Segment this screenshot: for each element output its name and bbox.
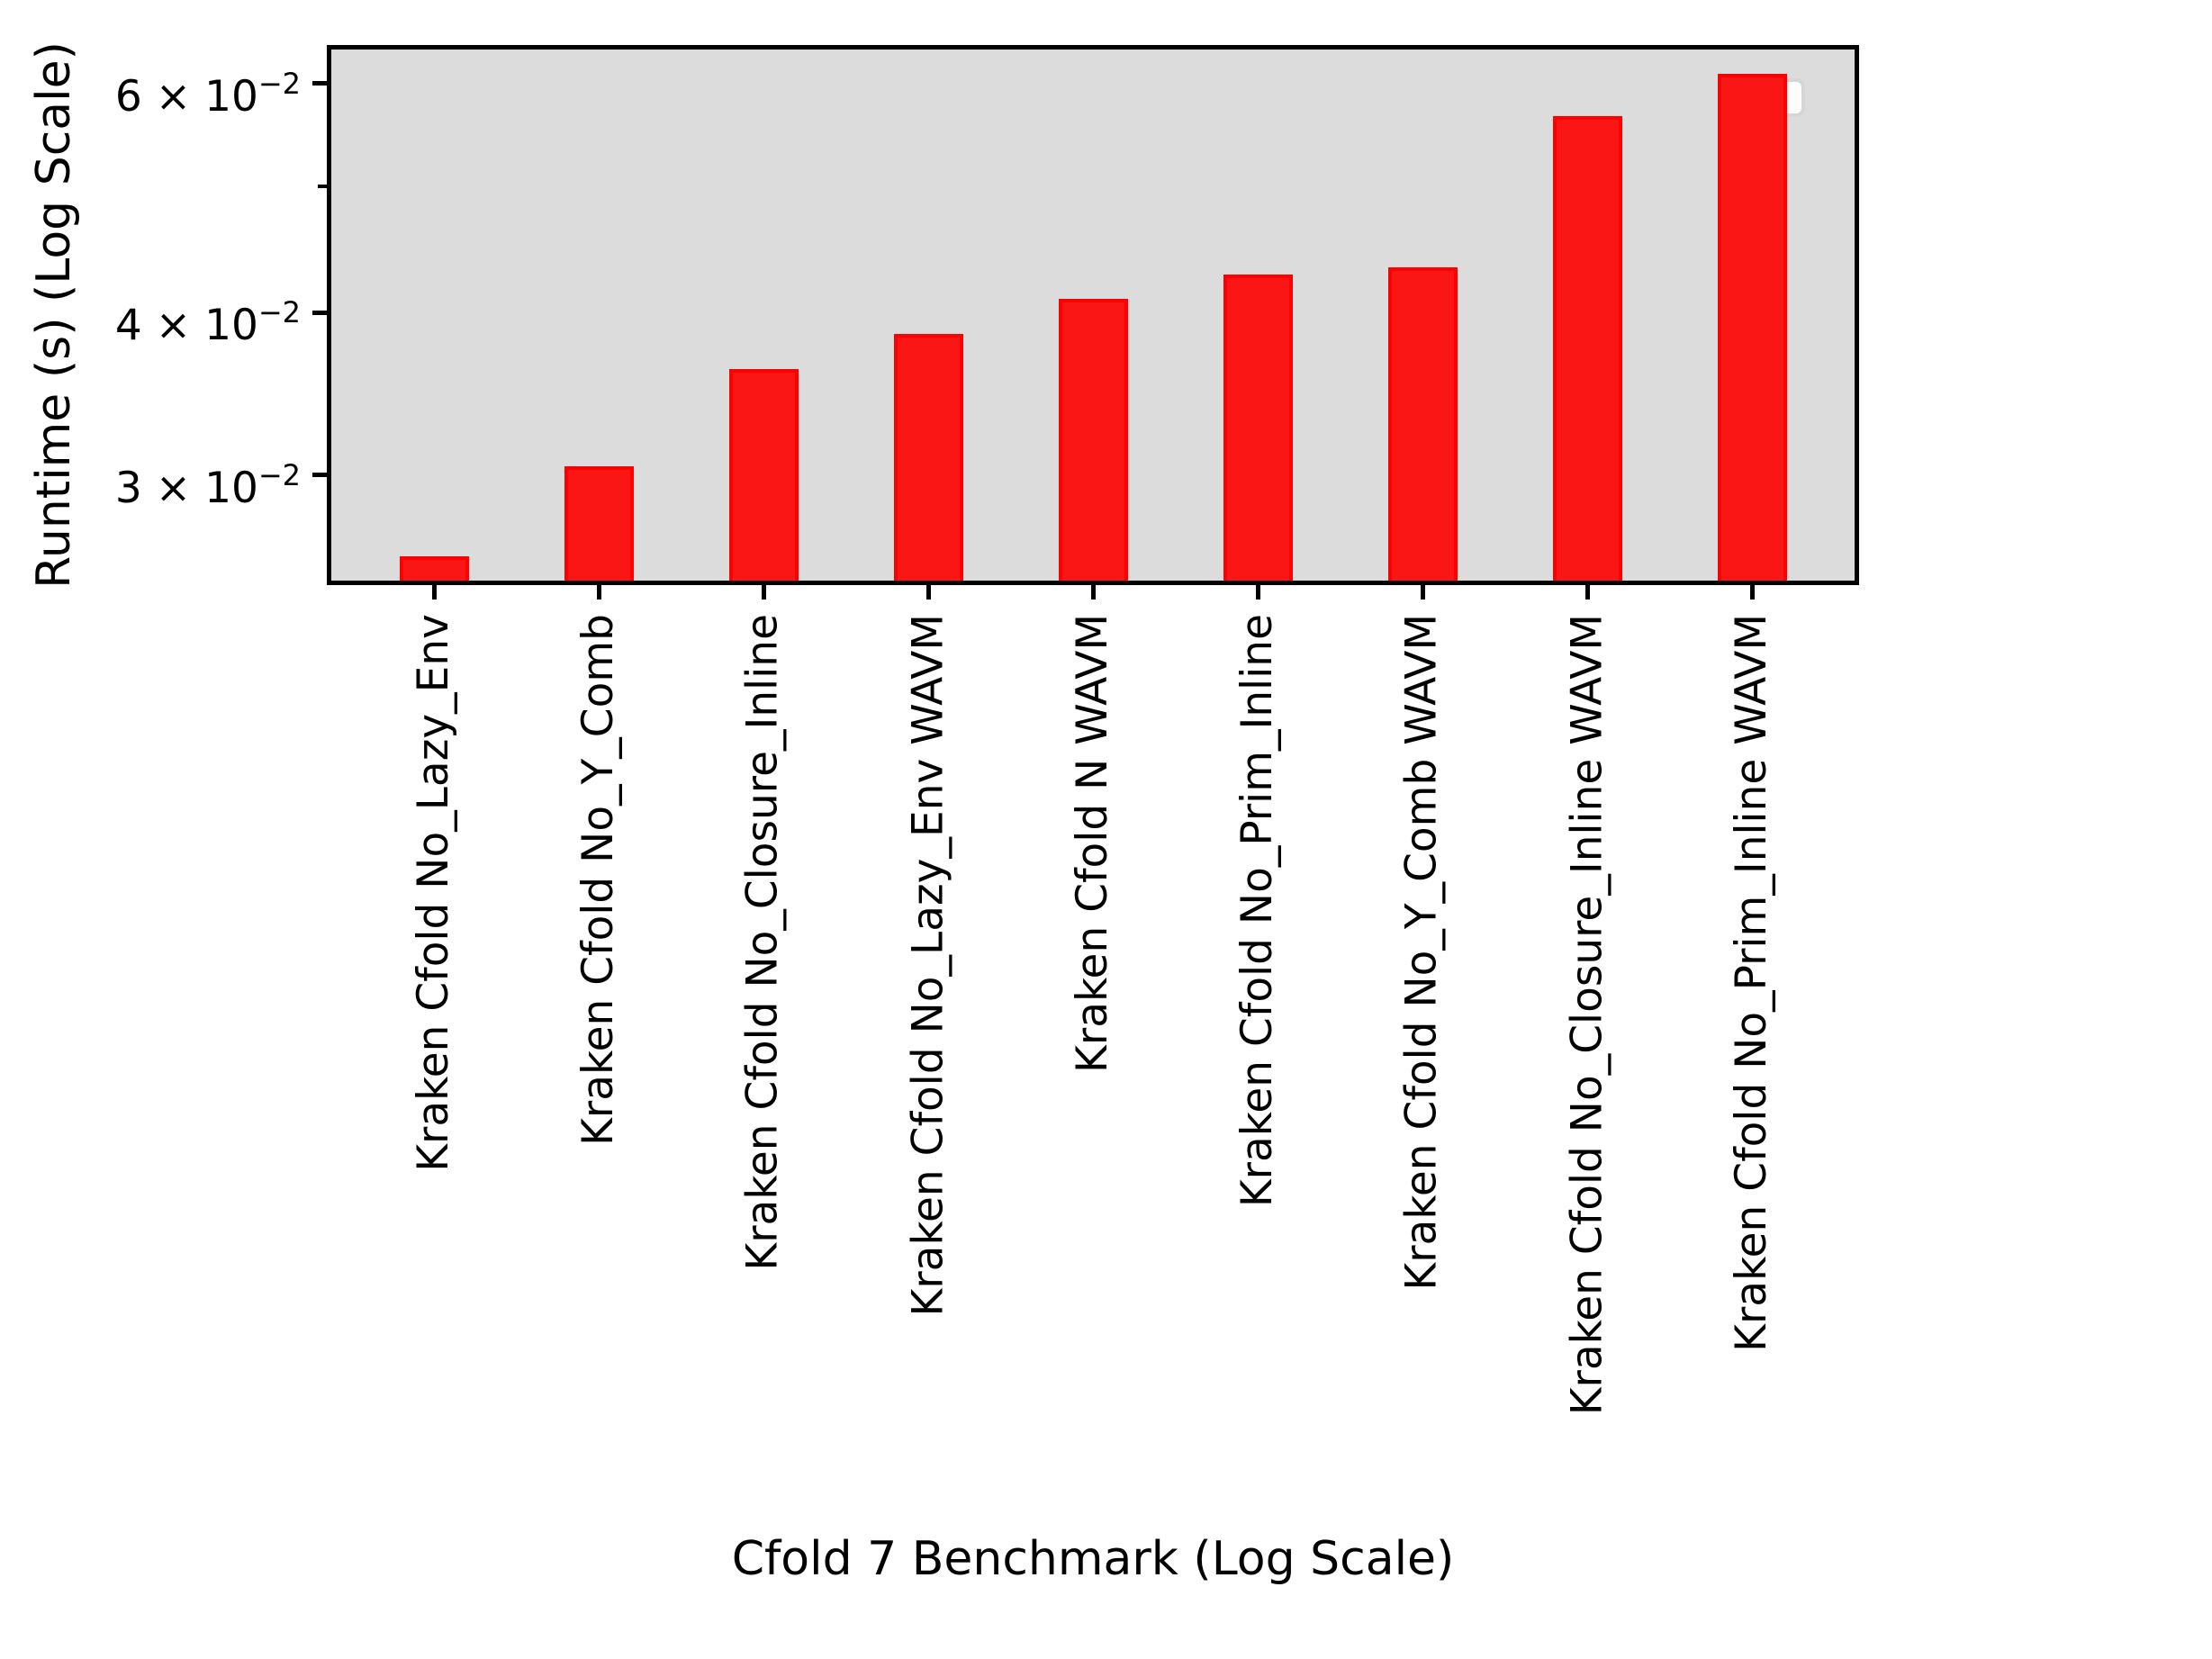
y-tick xyxy=(312,310,327,315)
bar xyxy=(399,555,469,581)
x-axis-label: Cfold 7 Benchmark (Log Scale) xyxy=(731,1532,1455,1586)
x-tick xyxy=(1090,585,1096,600)
y-tick-label: 3 × 10−2 xyxy=(0,451,301,513)
y-tick-label-base: 3 × 10 xyxy=(114,464,258,514)
y-tick-label-exponent: −2 xyxy=(257,295,301,330)
x-tick-label: Kraken Cfold No_Y_Comb WAVM xyxy=(1397,614,1447,1291)
x-tick-label: Kraken Cfold N WAVM xyxy=(1068,614,1117,1073)
x-tick-label: Kraken Cfold No_Lazy_Env xyxy=(409,614,458,1172)
x-tick xyxy=(1585,585,1590,600)
y-tick-label: 4 × 10−2 xyxy=(0,288,301,350)
y-tick-label-base: 6 × 10 xyxy=(114,71,258,122)
x-tick xyxy=(761,585,766,600)
x-tick-label: Kraken Cfold No_Y_Comb xyxy=(573,614,623,1146)
plot-area xyxy=(327,45,1859,585)
y-minor-tick xyxy=(318,185,327,189)
x-tick xyxy=(596,585,601,600)
y-tick xyxy=(312,81,327,86)
x-tick xyxy=(925,585,931,600)
x-tick xyxy=(431,585,437,600)
x-tick xyxy=(1749,585,1755,600)
y-tick-label: 6 × 10−2 xyxy=(0,59,301,122)
x-tick-label: Kraken Cfold No_Lazy_Env WAVM xyxy=(903,614,953,1317)
x-tick-label: Kraken Cfold No_Prim_Inline xyxy=(1232,614,1282,1208)
bar xyxy=(564,465,634,581)
bar xyxy=(1223,274,1293,581)
x-tick-label: Kraken Cfold No_Prim_Inline WAVM xyxy=(1727,614,1776,1352)
bar xyxy=(1387,267,1458,581)
bar xyxy=(1058,298,1128,581)
x-tick xyxy=(1420,585,1425,600)
bar xyxy=(893,334,963,581)
x-tick-label: Kraken Cfold No_Closure_Inline xyxy=(738,614,788,1271)
x-tick xyxy=(1255,585,1260,600)
y-tick-label-exponent: −2 xyxy=(257,457,301,492)
x-tick-label: Kraken Cfold No_Closure_Inline WAVM xyxy=(1562,614,1612,1416)
y-tick xyxy=(312,473,327,478)
y-tick-label-base: 4 × 10 xyxy=(114,301,258,351)
bar xyxy=(728,368,799,581)
bar xyxy=(1717,74,1787,581)
y-tick-label-exponent: −2 xyxy=(257,66,301,101)
bar xyxy=(1552,116,1622,581)
